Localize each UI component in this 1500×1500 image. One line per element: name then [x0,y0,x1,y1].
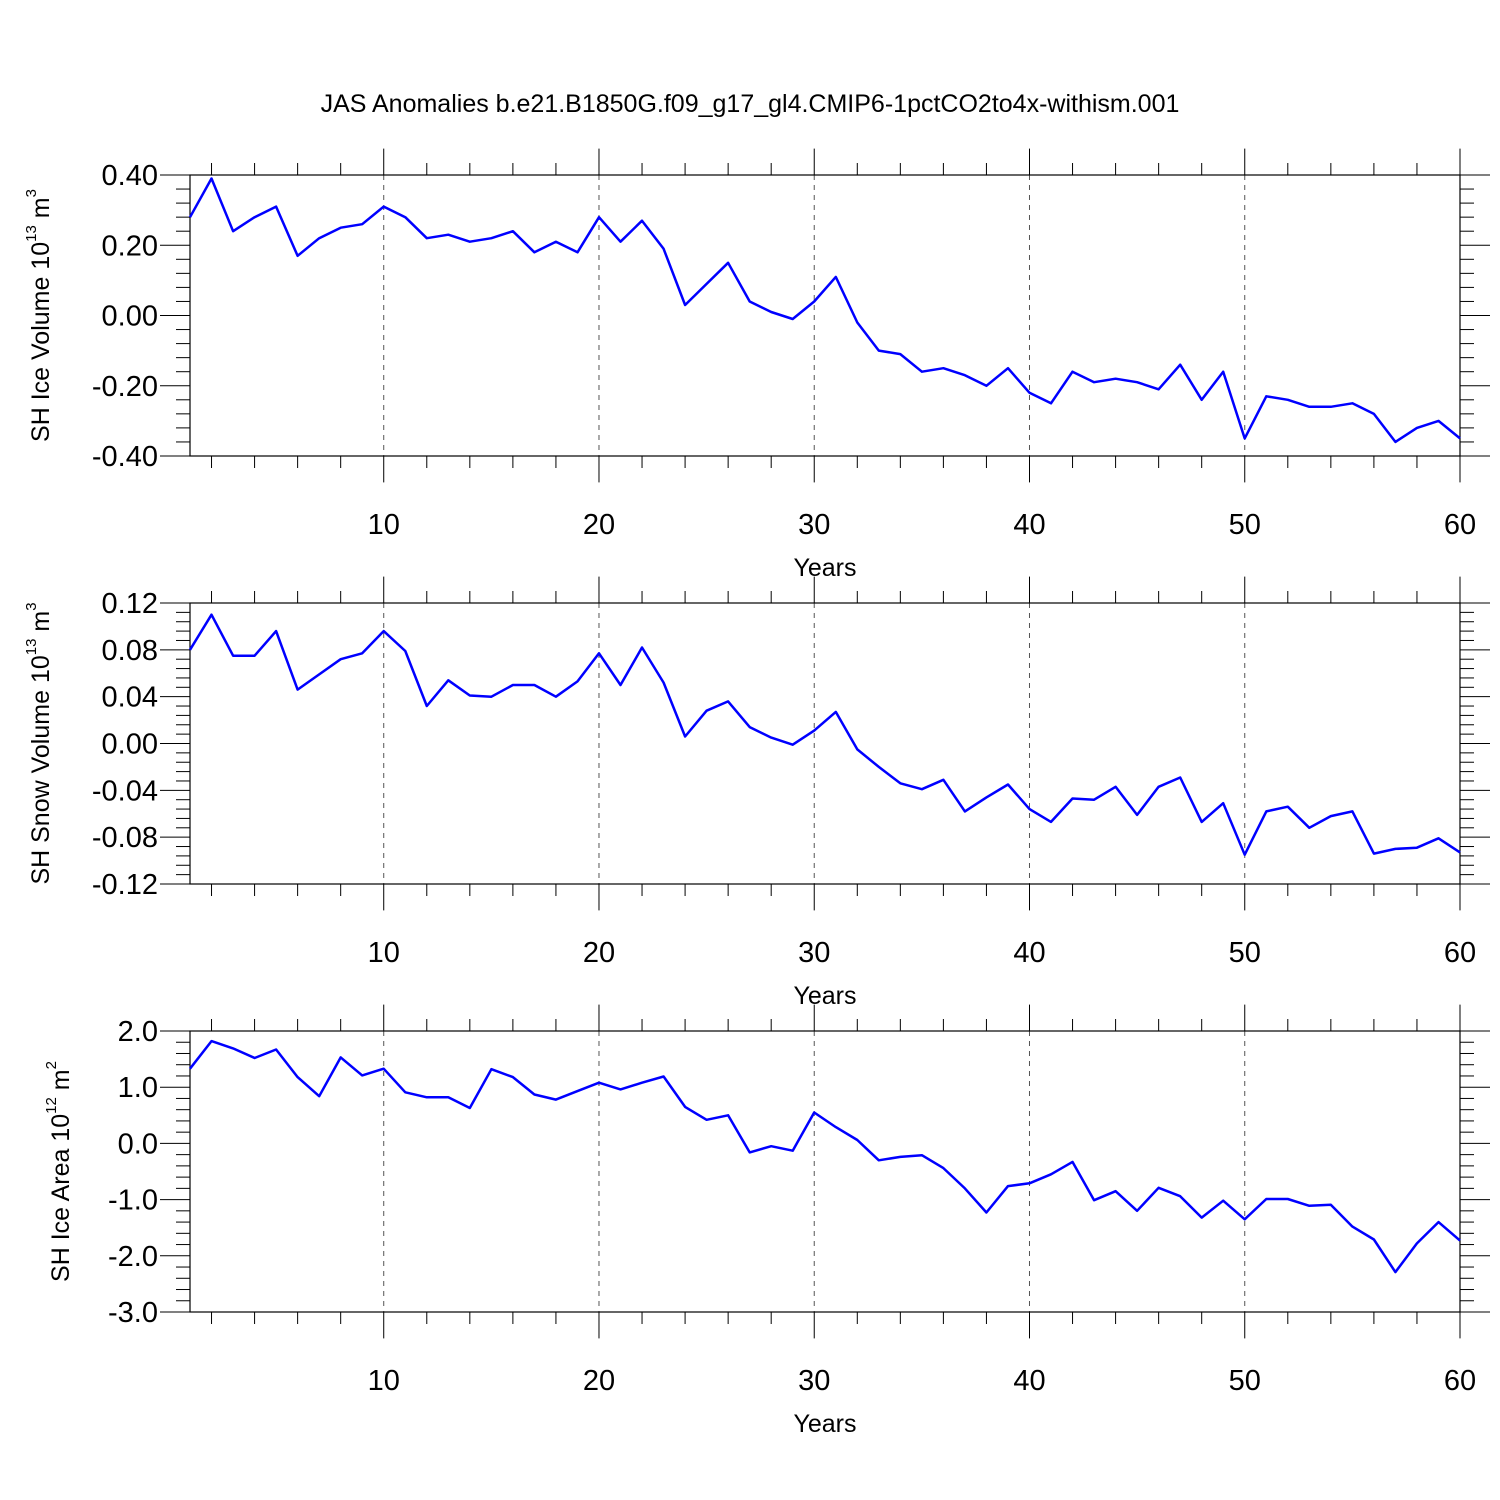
chart-title: JAS Anomalies b.e21.B1850G.f09_g17_gl4.C… [321,90,1180,118]
x-tick-label: 10 [368,509,400,541]
x-tick-label: 30 [798,937,830,969]
grid-lines [383,175,1246,456]
x-tick-label: 10 [368,1365,400,1397]
panel-ice-volume: 10 20 30 40 50 60 -0.40 -0.20 0.00 0.20 0.40 Year… [23,148,1490,582]
x-tick-label: 60 [1444,1365,1476,1397]
x-tick-label: 20 [583,1365,615,1397]
y-tick-label: 1.0 [118,1072,158,1104]
x-tick-label: 60 [1444,937,1476,969]
x-tick-label: 30 [798,1365,830,1397]
plot-frame [189,602,1461,885]
y-tick-labels: -3.0 -2.0 -1.0 0.0 1.0 2.0 [108,1016,158,1329]
y-tick-label: 0.04 [102,682,158,714]
x-axis-title: Years [793,1410,856,1438]
y-axis-title: SH Snow Volume 1013 m3 [23,602,55,884]
x-tick-label: 50 [1229,937,1261,969]
y-tick-label: -0.40 [92,441,158,473]
y-tick-labels: -0.12 -0.08 -0.04 0.00 0.04 0.08 0.12 [92,588,158,901]
y-tick-label: -1.0 [108,1185,158,1217]
x-axis-title: Years [793,982,856,1010]
series-line [189,1039,1461,1274]
x-tick-labels: 10 20 30 40 50 60 [368,1365,1477,1397]
x-tick-label: 30 [798,509,830,541]
y-tick-label: -0.20 [92,371,158,403]
y-tick-label: -2.0 [108,1241,158,1273]
grid-lines [383,1031,1246,1312]
axis-ticks [160,1004,1490,1339]
series-line [188,613,1461,856]
y-tick-label: 0.00 [102,301,158,333]
y-tick-label: 0.08 [102,635,158,667]
plot-frame [189,1030,1461,1313]
series-line [188,177,1461,444]
y-tick-label: -0.04 [92,775,158,807]
y-tick-label: 0.12 [102,588,158,620]
axis-ticks [160,148,1490,483]
x-tick-label: 60 [1444,509,1476,541]
x-tick-label: 50 [1229,509,1261,541]
y-tick-label: 0.20 [102,230,158,262]
y-axis-title: SH Ice Volume 1013 m3 [23,189,55,442]
x-tick-label: 20 [583,937,615,969]
axis-ticks [160,576,1490,911]
x-tick-label: 20 [583,509,615,541]
y-tick-label: 0.00 [102,729,158,761]
y-tick-label: 0.0 [118,1128,158,1160]
y-tick-label: 0.40 [102,160,158,192]
y-tick-label: -0.08 [92,822,158,854]
panel-snow-volume: 10 20 30 40 50 60 -0.12 -0.08 -0.04 0.00 0.04 0.08… [23,576,1490,1010]
panel-ice-area: 10 20 30 40 50 60 -3.0 -2.0 -1.0 0.0 1.0 2.0 Years… [43,1004,1490,1438]
grid-lines [383,603,1246,884]
x-tick-label: 50 [1229,1365,1261,1397]
x-tick-label: 10 [368,937,400,969]
y-tick-label: -3.0 [108,1297,158,1329]
x-tick-labels: 10 20 30 40 50 60 [368,509,1477,541]
x-tick-labels: 10 20 30 40 50 60 [368,937,1477,969]
y-axis-title: SH Ice Area 1012 m2 [43,1061,75,1282]
y-tick-labels: -0.40 -0.20 0.00 0.20 0.40 [92,160,158,473]
y-tick-label: 2.0 [118,1016,158,1048]
plot-frame [189,174,1461,457]
x-tick-label: 40 [1013,509,1045,541]
x-axis-title: Years [793,554,856,582]
x-tick-label: 40 [1013,1365,1045,1397]
x-tick-label: 40 [1013,937,1045,969]
y-tick-label: -0.12 [92,869,158,901]
